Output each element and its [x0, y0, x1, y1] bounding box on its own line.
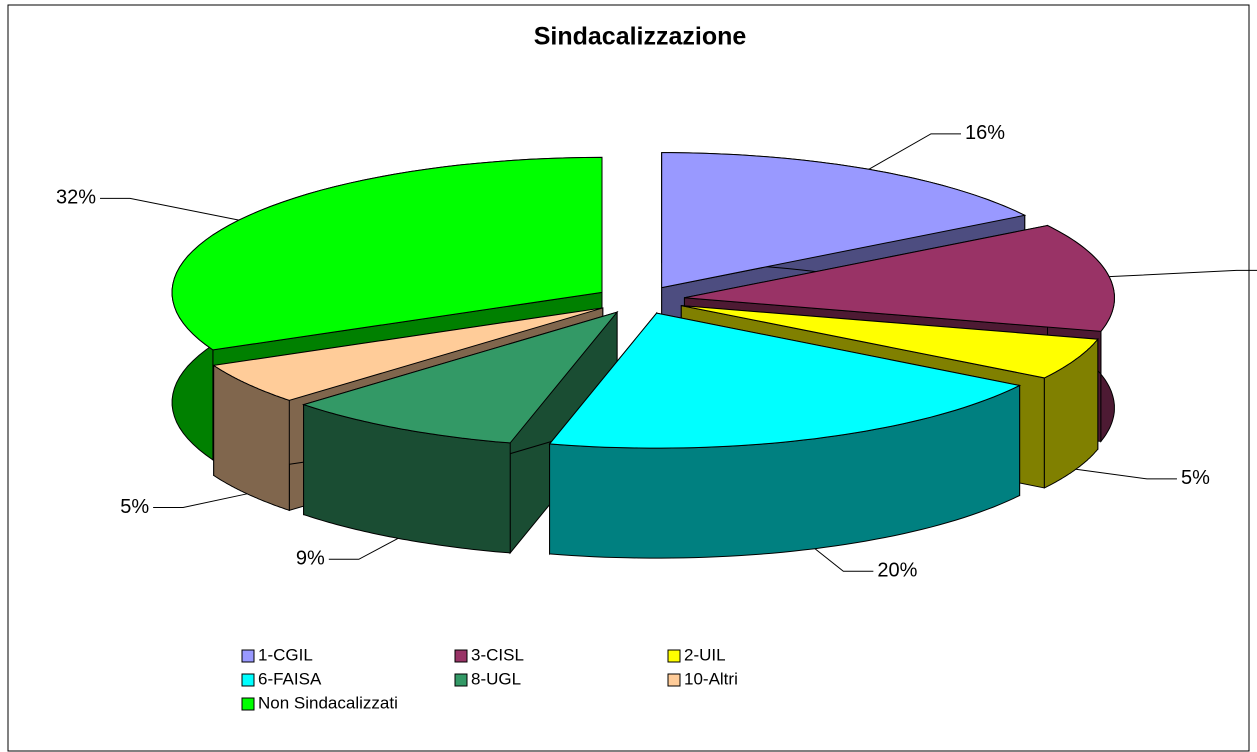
leader-line: [100, 197, 240, 221]
legend-swatch: [667, 649, 681, 663]
legend-swatch: [241, 673, 255, 687]
slice-top: [661, 152, 1027, 289]
chart-title: Sindacalizzazione: [534, 23, 747, 51]
leader-line: [328, 537, 399, 560]
slice-top: [548, 312, 1022, 449]
leader-line: [814, 548, 874, 572]
data-label: 9%: [296, 548, 325, 570]
slice: [548, 311, 1022, 559]
leader-line: [153, 493, 248, 508]
legend-swatch: [454, 649, 468, 663]
legend-label: 1-CGIL: [258, 645, 313, 664]
legend-label: 3-CISL: [471, 645, 524, 664]
slice-top: [212, 307, 603, 401]
data-label: 5%: [1181, 467, 1210, 489]
legend-label: 8-UGL: [471, 669, 521, 688]
leader-line: [868, 133, 961, 170]
data-label: 32%: [56, 187, 96, 209]
legend-swatch: [454, 673, 468, 687]
legend-label: Non Sindacalizzati: [258, 693, 398, 712]
slice-top: [301, 311, 619, 444]
data-label: 5%: [120, 496, 149, 518]
data-label: 16%: [965, 122, 1005, 144]
data-label: 20%: [877, 560, 917, 582]
leader-line: [1075, 468, 1177, 480]
legend-label: 6-FAISA: [258, 669, 322, 688]
slice-top: [681, 305, 1099, 379]
legend-label: 2-UIL: [684, 645, 726, 664]
legend-swatch: [667, 673, 681, 687]
legend-swatch: [241, 649, 255, 663]
legend-label: 10-Altri: [684, 669, 738, 688]
legend-swatch: [241, 697, 255, 711]
